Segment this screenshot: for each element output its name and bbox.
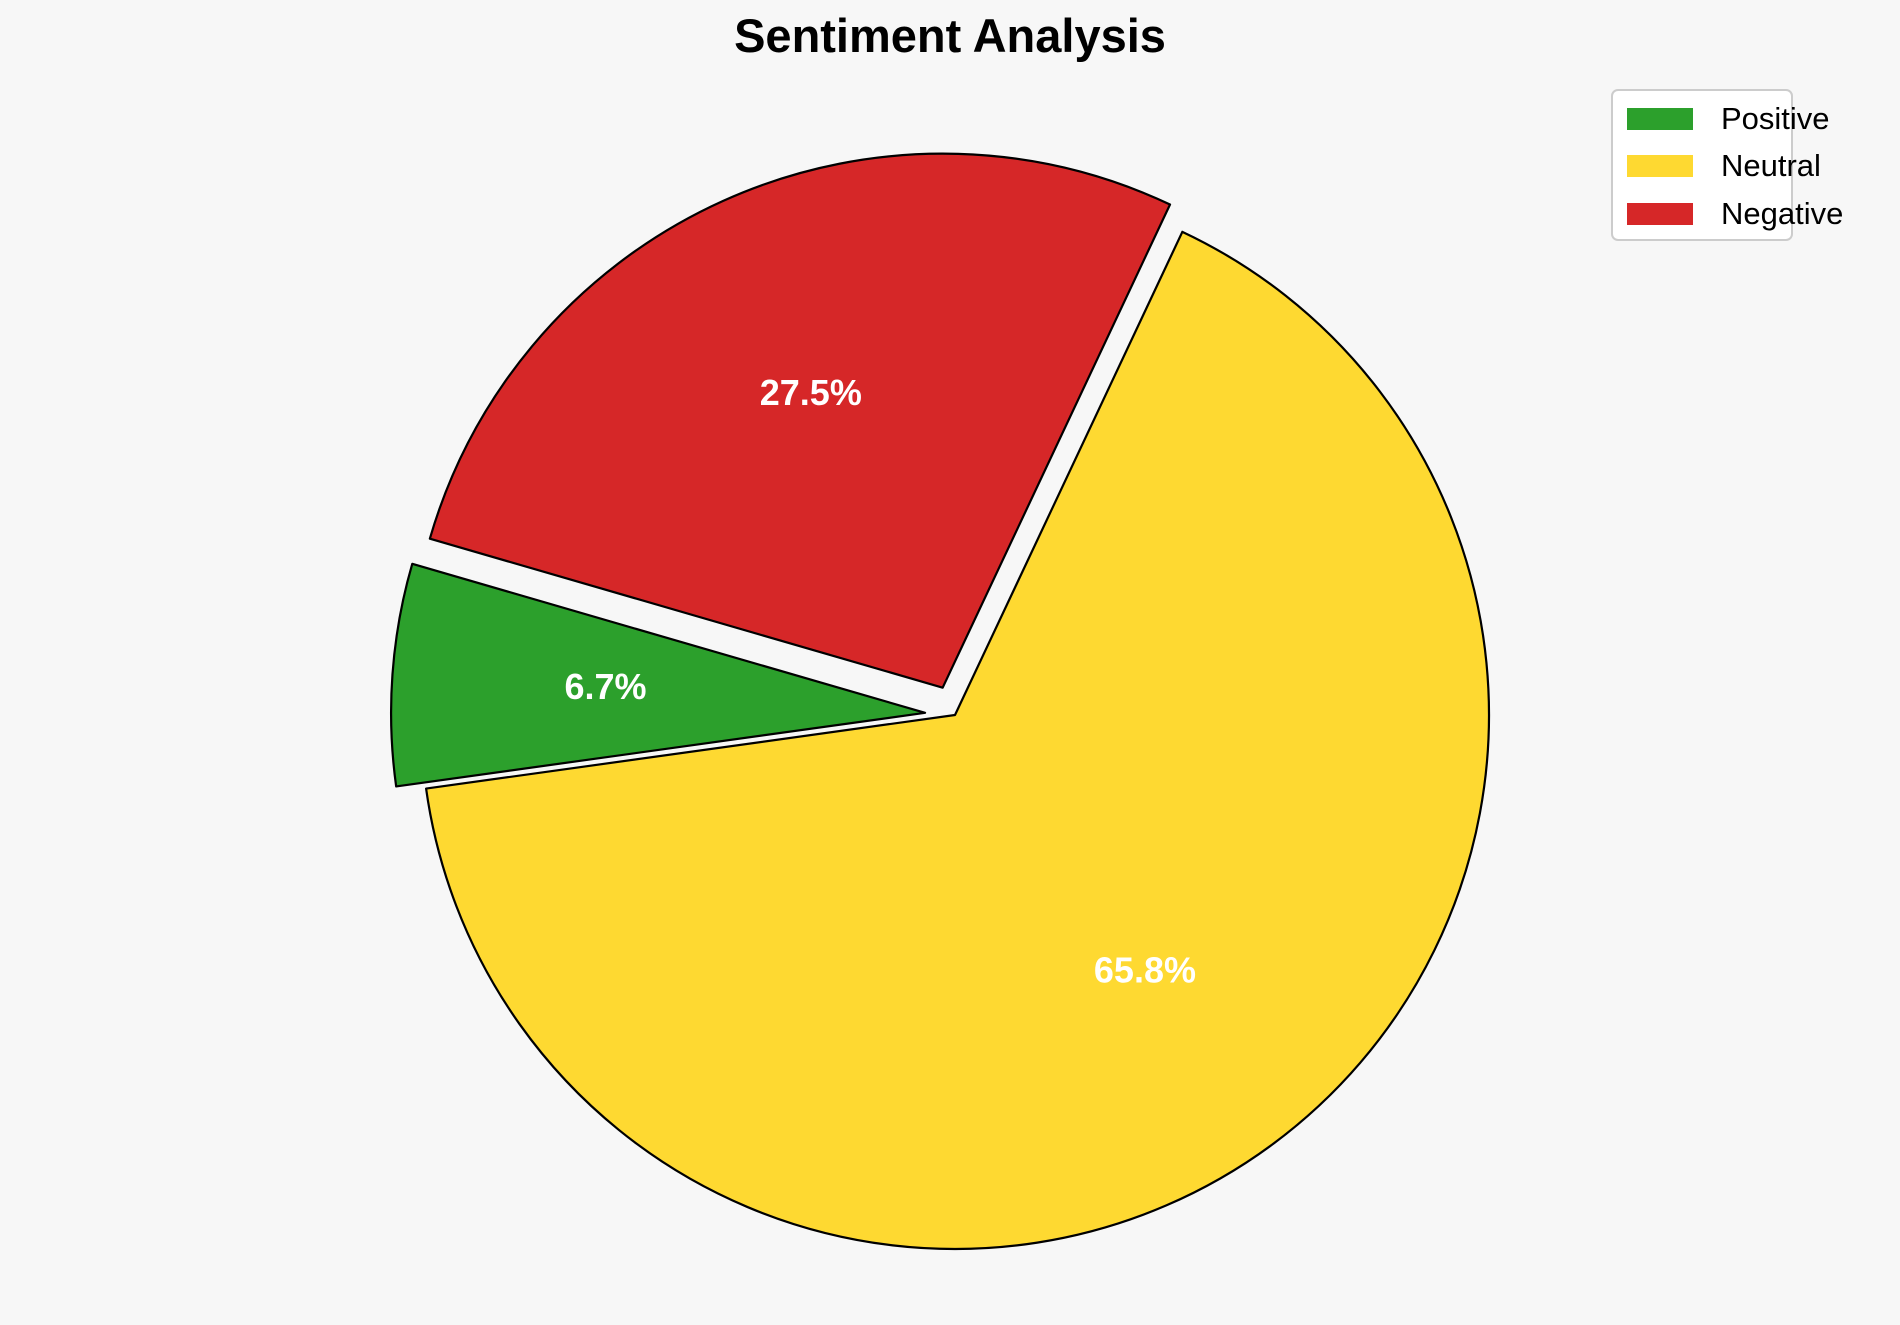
legend-label-positive: Positive — [1721, 101, 1830, 136]
legend: Positive Neutral Negative — [1611, 89, 1843, 241]
legend-swatch-neutral — [1627, 155, 1693, 177]
slice-label-negative: 27.5% — [760, 372, 862, 413]
pie-slice-neutral — [424, 230, 1491, 1251]
legend-swatch-negative — [1627, 203, 1693, 225]
pie-slice-negative — [428, 152, 1172, 689]
pie-slice-positive — [389, 562, 927, 788]
legend-swatch-positive — [1627, 108, 1693, 130]
legend-item-neutral: Neutral — [1627, 148, 1821, 184]
slice-label-positive: 6.7% — [564, 666, 646, 707]
legend-label-neutral: Neutral — [1721, 148, 1821, 183]
slice-label-neutral: 65.8% — [1094, 950, 1196, 991]
legend-item-negative: Negative — [1627, 196, 1843, 232]
legend-label-negative: Negative — [1721, 196, 1844, 231]
legend-item-positive: Positive — [1627, 101, 1830, 137]
chart-title: Sentiment Analysis — [734, 9, 1166, 62]
